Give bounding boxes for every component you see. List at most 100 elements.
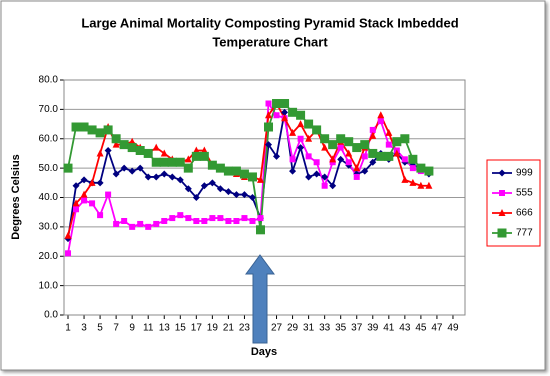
marker	[144, 173, 152, 181]
x-tick-label: 7	[113, 323, 119, 334]
series-line	[67, 112, 430, 239]
marker	[344, 137, 354, 147]
marker	[185, 215, 192, 222]
marker	[368, 148, 378, 158]
marker	[193, 218, 200, 224]
marker	[264, 122, 274, 132]
marker	[95, 128, 105, 138]
marker	[224, 188, 232, 196]
marker	[353, 173, 360, 180]
marker	[151, 157, 161, 167]
marker	[168, 173, 176, 181]
marker	[80, 190, 88, 198]
marker	[136, 164, 144, 172]
marker	[304, 119, 314, 129]
marker	[321, 173, 329, 181]
marker	[305, 153, 312, 160]
marker	[112, 140, 120, 148]
marker	[281, 114, 289, 122]
x-tick-label: 19	[207, 323, 219, 334]
x-tick-label: 47	[431, 323, 443, 334]
marker	[289, 128, 297, 136]
marker	[192, 194, 200, 201]
legend-label: 666	[516, 208, 533, 219]
x-tick-label: 35	[335, 323, 347, 334]
marker	[71, 122, 81, 132]
marker	[79, 122, 89, 132]
marker	[248, 194, 256, 201]
marker	[81, 197, 88, 204]
marker	[177, 212, 184, 219]
marker	[121, 218, 128, 224]
marker	[280, 99, 290, 108]
marker	[255, 225, 265, 235]
x-tick-label: 45	[415, 323, 427, 334]
x-axis-title: Days	[251, 346, 277, 358]
marker	[192, 146, 200, 154]
marker	[64, 231, 72, 239]
marker	[240, 191, 248, 199]
x-tick-label: 21	[223, 323, 235, 334]
legend-label: 555	[516, 188, 533, 199]
marker	[256, 175, 264, 183]
marker	[167, 157, 177, 167]
marker	[88, 178, 96, 186]
marker	[305, 173, 313, 181]
marker	[96, 149, 104, 157]
legend-label: 777	[516, 228, 533, 239]
marker	[265, 111, 273, 119]
marker	[321, 182, 328, 189]
marker	[498, 169, 506, 177]
marker	[257, 215, 264, 222]
marker	[137, 220, 144, 227]
y-tick-label: 70.0	[39, 104, 59, 115]
marker	[329, 155, 337, 163]
legend: 999 555 666 777	[486, 159, 541, 247]
chart-title: Large Animal Mortality Composting Pyrami…	[81, 15, 458, 30]
marker	[160, 170, 168, 178]
marker	[313, 170, 321, 178]
marker	[247, 172, 257, 182]
marker	[143, 148, 153, 158]
marker	[352, 143, 362, 153]
x-tick-label: 9	[129, 323, 135, 334]
x-tick-label: 33	[319, 323, 331, 334]
marker	[337, 155, 345, 163]
marker	[409, 165, 416, 172]
arrow	[245, 254, 275, 344]
marker	[128, 137, 136, 145]
marker	[113, 220, 120, 227]
marker	[336, 134, 346, 144]
marker	[265, 100, 272, 107]
marker	[215, 163, 225, 173]
legend-label: 999	[516, 168, 533, 179]
y-tick-label: 80.0	[39, 75, 59, 86]
marker	[409, 178, 417, 186]
marker	[200, 182, 208, 190]
marker	[127, 143, 137, 153]
marker	[281, 108, 289, 116]
marker	[241, 215, 248, 222]
marker	[337, 144, 344, 151]
marker	[129, 223, 136, 230]
marker	[153, 220, 160, 227]
marker	[497, 228, 507, 238]
y-tick-label: 10.0	[39, 280, 59, 291]
marker	[103, 125, 113, 135]
x-tick-label: 41	[383, 323, 395, 334]
marker	[183, 163, 193, 173]
marker	[184, 185, 192, 193]
x-tick-label: 27	[271, 323, 283, 334]
y-tick-label: 40.0	[39, 192, 59, 203]
marker	[424, 166, 434, 176]
marker	[72, 182, 80, 190]
marker	[217, 215, 224, 222]
marker	[161, 218, 168, 224]
marker	[199, 151, 209, 161]
marker	[112, 170, 120, 178]
marker	[288, 107, 298, 117]
marker	[312, 125, 322, 135]
marker	[361, 167, 369, 175]
y-tick-label: 60.0	[39, 133, 59, 144]
